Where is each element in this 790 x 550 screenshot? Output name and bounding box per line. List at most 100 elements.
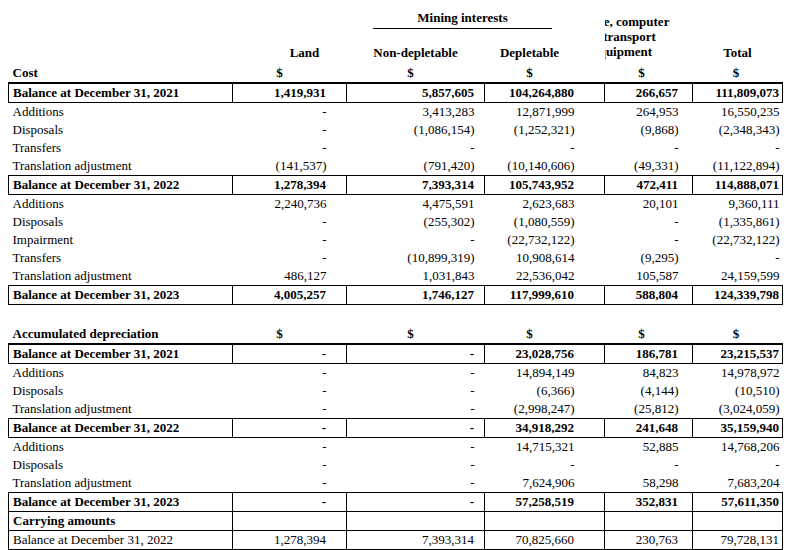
cell-non-depletable: (791,420) xyxy=(347,157,485,176)
section-title: Accumulated depreciation xyxy=(9,325,233,344)
column-header-land: Land xyxy=(233,30,347,64)
cell-non-depletable: 7,393,314 xyxy=(347,176,485,195)
cell-total: - xyxy=(693,249,783,267)
mining-interests-group-header: Mining interests xyxy=(347,8,605,30)
cell-total: 14,768,206 xyxy=(693,438,783,457)
cell-office-equipment: 58,298 xyxy=(605,474,693,493)
table-row: Disposals--(6,366)(4,144)(10,510) xyxy=(9,382,783,400)
cell-land: - xyxy=(233,474,347,493)
row-label: Transfers xyxy=(9,139,233,157)
cell-office-equipment: 588,804 xyxy=(605,286,693,305)
row-label: Balance at December 31, 2021 xyxy=(9,83,233,103)
row-label: Additions xyxy=(9,364,233,383)
cell-land: 1,278,394 xyxy=(233,176,347,195)
cell-total: (11,122,894) xyxy=(693,157,783,176)
cell-land: - xyxy=(233,213,347,231)
cell-land: - xyxy=(233,249,347,267)
currency-symbol: $ xyxy=(233,325,347,344)
section-title-row: Accumulated depreciation$$$$$ xyxy=(9,325,783,344)
cell-land: - xyxy=(233,456,347,474)
empty-cell xyxy=(233,512,347,531)
table-row: Transfers----- xyxy=(9,139,783,157)
cell-land: - xyxy=(233,438,347,457)
cell-land: - xyxy=(233,493,347,512)
cell-non-depletable: 5,857,605 xyxy=(347,83,485,103)
cell-total: (3,024,059) xyxy=(693,400,783,419)
table-row: Additions--14,715,32152,88514,768,206 xyxy=(9,438,783,457)
cell-non-depletable: - xyxy=(347,344,485,364)
cell-non-depletable: - xyxy=(347,139,485,157)
section-title-row: Carrying amounts xyxy=(9,512,783,531)
section-title: Carrying amounts xyxy=(9,512,233,531)
cell-office-equipment: - xyxy=(605,456,693,474)
row-label: Disposals xyxy=(9,213,233,231)
cell-office-equipment: (9,295) xyxy=(605,249,693,267)
cell-non-depletable: - xyxy=(347,493,485,512)
cell-total: 114,888,071 xyxy=(693,176,783,195)
row-label: Translation adjustment xyxy=(9,400,233,419)
cell-land: 2,240,736 xyxy=(233,195,347,214)
currency-symbol: $ xyxy=(693,325,783,344)
cell-office-equipment: (49,331) xyxy=(605,157,693,176)
currency-symbol: $ xyxy=(233,64,347,83)
column-header-total: Total xyxy=(693,8,783,64)
cell-land: - xyxy=(233,231,347,249)
cell-depletable: 14,715,321 xyxy=(485,438,605,457)
cell-non-depletable: - xyxy=(347,231,485,249)
cell-non-depletable: - xyxy=(347,364,485,383)
row-label: Translation adjustment xyxy=(9,157,233,176)
cell-land: - xyxy=(233,103,347,122)
balance-row: Balance at December 31, 20221,278,3947,3… xyxy=(9,531,783,550)
ppe-movement-table: Mining interests Office, computer & tran… xyxy=(8,8,783,550)
cell-total: (2,348,343) xyxy=(693,121,783,139)
cell-land: - xyxy=(233,344,347,364)
cell-office-equipment: 264,953 xyxy=(605,103,693,122)
cell-non-depletable: - xyxy=(347,382,485,400)
cell-depletable: - xyxy=(485,456,605,474)
cell-land: 4,005,257 xyxy=(233,286,347,305)
row-label: Balance at December 31, 2022 xyxy=(9,419,233,438)
cell-non-depletable: - xyxy=(347,438,485,457)
cell-total: 14,978,972 xyxy=(693,364,783,383)
cell-depletable: (2,998,247) xyxy=(485,400,605,419)
cell-non-depletable: 3,413,283 xyxy=(347,103,485,122)
table-row: Disposals-(1,086,154)(1,252,321)(9,868)(… xyxy=(9,121,783,139)
currency-symbol: $ xyxy=(605,64,693,83)
cell-land: - xyxy=(233,419,347,438)
currency-symbol: $ xyxy=(693,64,783,83)
currency-symbol: $ xyxy=(605,325,693,344)
table-row: Additions2,240,7364,475,5912,623,68320,1… xyxy=(9,195,783,214)
cell-depletable: 12,871,999 xyxy=(485,103,605,122)
row-label: Disposals xyxy=(9,382,233,400)
cell-total: 111,809,073 xyxy=(693,83,783,103)
section-title: Cost xyxy=(9,64,233,83)
header-row-group: Mining interests Office, computer & tran… xyxy=(9,8,783,30)
cell-total: (22,732,122) xyxy=(693,231,783,249)
empty-cell xyxy=(9,8,233,30)
row-label: Additions xyxy=(9,103,233,122)
spacer-cell xyxy=(9,305,783,326)
row-label: Disposals xyxy=(9,121,233,139)
cell-land: (141,537) xyxy=(233,157,347,176)
empty-cell xyxy=(485,512,605,531)
cell-land: 486,127 xyxy=(233,267,347,286)
cell-non-depletable: 1,031,843 xyxy=(347,267,485,286)
cell-office-equipment: - xyxy=(605,231,693,249)
cell-non-depletable: - xyxy=(347,474,485,493)
cell-office-equipment: 20,101 xyxy=(605,195,693,214)
cell-total: 124,339,798 xyxy=(693,286,783,305)
cell-office-equipment: 105,587 xyxy=(605,267,693,286)
cell-total: - xyxy=(693,456,783,474)
cell-office-equipment: 52,885 xyxy=(605,438,693,457)
cell-non-depletable: - xyxy=(347,400,485,419)
table-row: Translation adjustment(141,537)(791,420)… xyxy=(9,157,783,176)
cell-depletable: 14,894,149 xyxy=(485,364,605,383)
empty-cell xyxy=(693,512,783,531)
table-row: Translation adjustment--(2,998,247)(25,8… xyxy=(9,400,783,419)
section-spacer xyxy=(9,305,783,326)
cell-depletable: 2,623,683 xyxy=(485,195,605,214)
mining-interests-label: Mining interests xyxy=(373,8,551,29)
empty-cell xyxy=(347,512,485,531)
cell-land: - xyxy=(233,121,347,139)
cell-land: - xyxy=(233,139,347,157)
